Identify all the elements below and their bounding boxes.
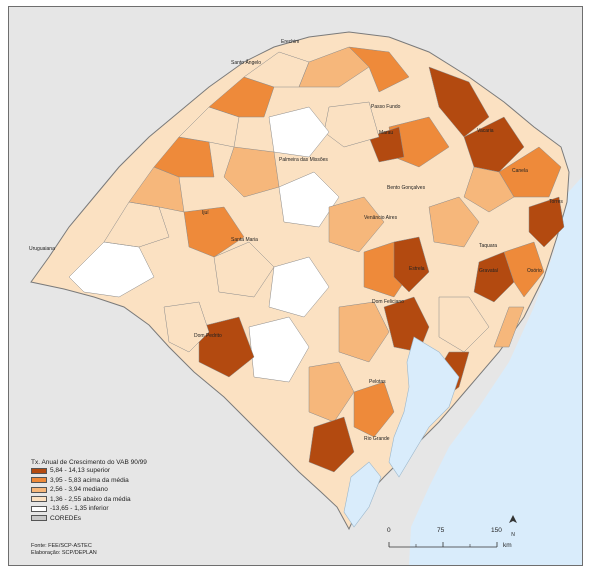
city-label: Canela [512,168,528,174]
municipality-area [463,116,525,173]
municipality-area [223,146,280,198]
municipality-area [493,306,525,348]
city-labels: Erechim Santo Ângelo Passo Fundo Marau Vacar… [29,39,563,442]
map-frame: Erechim Santo Ângelo Passo Fundo Marau Vacar… [8,6,583,566]
municipality-area [328,196,385,253]
city-label: Pelotas [369,379,386,385]
municipality-area [463,166,515,213]
city-label: Osório [527,268,542,274]
city-label: Erechim [281,39,299,45]
legend-row: COREDEs [31,514,221,524]
legend-label: 2,56 - 3,94 mediano [50,486,108,494]
scale-bar-line [388,542,498,548]
city-label: Estrela [409,266,425,272]
legend-swatch [31,477,47,484]
source-line: Elaboração: SCP/DEPLAN [31,550,97,556]
municipality-area [308,361,355,423]
city-label: Gravataí [479,268,499,274]
city-label: Dom Pedrito [194,333,222,339]
municipality-area [153,136,215,178]
city-label: Santo Ângelo [231,59,261,66]
legend-swatch [31,505,47,512]
municipality-area [473,251,515,303]
municipality-area [393,236,430,293]
scale-tick-label: 0 [387,527,391,534]
legend-swatch [31,515,47,522]
map-canvas: Erechim Santo Ângelo Passo Fundo Marau Vacar… [29,31,582,565]
scale-unit: km [503,542,512,549]
municipality-area [428,66,490,138]
scale-bar: 0 75 150 km [385,527,525,557]
source-note: Fonte: FEE/SCP-ASTEC Elaboração: SCP/DEP… [31,543,97,557]
legend-row: -13,65 - 1,35 inferior [31,504,221,514]
city-label: Venâncio Aires [364,215,398,221]
legend-swatch [31,496,47,503]
city-label: Vacaria [477,128,494,134]
city-label: Santa Maria [231,237,258,243]
municipality-area [213,241,275,298]
scale-tick-label: 75 [437,527,445,534]
legend-row: 5,84 - 14,13 superior [31,466,221,476]
legend-row: 1,36 - 2,55 abaixo da média [31,495,221,505]
municipality-area [163,301,210,353]
city-label: Rio Grande [364,436,390,442]
legend-swatch [31,467,47,474]
north-label: N [511,532,515,538]
municipality-area [208,76,275,118]
municipality-area [183,206,245,258]
municipality-area [503,241,545,298]
north-arrow-icon [509,515,517,523]
legend-swatch [31,486,47,493]
legend-row: 3,95 - 5,83 acima da média [31,476,221,486]
municipality-area [308,416,355,473]
municipality-area [353,381,395,438]
city-label: Marau [379,130,393,136]
legend: Tx. Anual de Crescimento do VAB 90/99 5,… [31,459,221,545]
municipality-area [268,256,330,318]
municipality-area [103,201,170,248]
municipality-area [128,166,185,213]
ocean [409,177,582,565]
lagoon-mirim [343,461,382,528]
municipality-area [338,301,390,363]
city-label: Passo Fundo [371,104,401,110]
north-arrow: N [508,515,518,538]
city-label: Uruguaiana [29,246,55,252]
legend-label: -13,65 - 1,35 inferior [50,505,109,513]
municipality-area [268,106,330,158]
legend-label: 5,84 - 14,13 superior [50,467,110,475]
legend-row: 2,56 - 3,94 mediano [31,485,221,495]
municipality-regions [68,46,565,473]
city-label: Torres [549,199,563,205]
legend-label: 3,95 - 5,83 acima da média [50,476,129,484]
city-label: Taquara [479,243,497,249]
source-line: Fonte: FEE/SCP-ASTEC [31,543,92,549]
city-label: Dom Feliciano [372,299,404,305]
city-label: Palmeira das Missões [279,157,328,163]
city-label: Bento Gonçalves [387,185,426,191]
municipality-area [248,316,310,383]
municipality-area [438,296,490,353]
legend-label: COREDEs [50,514,82,522]
city-label: Ijuí [202,210,209,216]
municipality-area [298,46,370,88]
legend-title: Tx. Anual de Crescimento do VAB 90/99 [31,459,147,466]
municipality-area [348,46,410,93]
municipality-area [428,196,480,248]
municipality-area [198,316,255,378]
lagoon [388,336,460,478]
municipality-area [528,196,565,248]
municipality-area [178,106,240,148]
municipality-area [383,296,430,353]
scale-tick-label: 150 [491,527,502,534]
legend-label: 1,36 - 2,55 abaixo da média [50,495,131,503]
